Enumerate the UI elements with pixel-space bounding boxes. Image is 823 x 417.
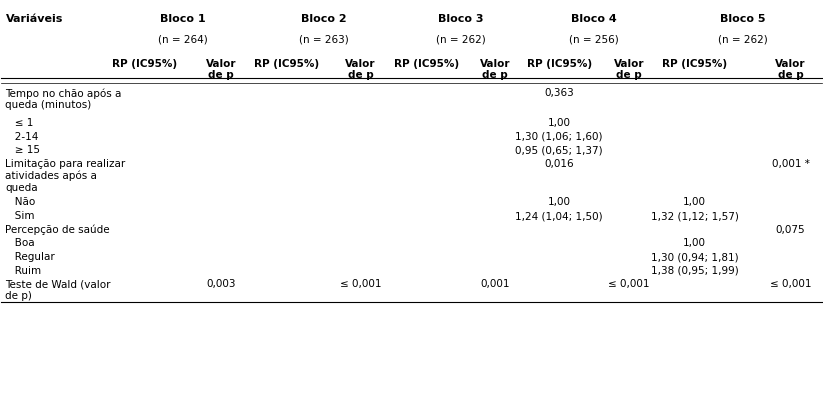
Text: RP (IC95%): RP (IC95%): [254, 58, 319, 68]
Text: 1,00: 1,00: [547, 118, 570, 128]
Text: (n = 264): (n = 264): [158, 35, 208, 45]
Text: (n = 262): (n = 262): [436, 35, 486, 45]
Text: Valor
de p: Valor de p: [775, 58, 806, 80]
Text: (n = 262): (n = 262): [718, 35, 767, 45]
Text: 1,30 (0,94; 1,81): 1,30 (0,94; 1,81): [651, 252, 738, 262]
Text: 0,001 *: 0,001 *: [771, 159, 809, 169]
Text: ≥ 15: ≥ 15: [6, 145, 40, 155]
Text: Ruim: Ruim: [6, 266, 42, 276]
Text: ≤ 1: ≤ 1: [6, 118, 34, 128]
Text: RP (IC95%): RP (IC95%): [662, 58, 727, 68]
Text: Não: Não: [6, 198, 35, 207]
Text: 0,95 (0,65; 1,37): 0,95 (0,65; 1,37): [515, 145, 603, 155]
Text: ≤ 0,001: ≤ 0,001: [340, 279, 381, 289]
Text: 1,24 (1,04; 1,50): 1,24 (1,04; 1,50): [515, 211, 603, 221]
Text: Boa: Boa: [6, 239, 35, 249]
Text: RP (IC95%): RP (IC95%): [393, 58, 459, 68]
Text: Valor
de p: Valor de p: [346, 58, 376, 80]
Text: 0,075: 0,075: [775, 225, 805, 235]
Text: Sim: Sim: [6, 211, 35, 221]
Text: 1,00: 1,00: [547, 198, 570, 207]
Text: Bloco 3: Bloco 3: [438, 14, 483, 24]
Text: Limitação para realizar
atividades após a
queda: Limitação para realizar atividades após …: [6, 159, 126, 193]
Text: 0,003: 0,003: [207, 279, 236, 289]
Text: Bloco 4: Bloco 4: [571, 14, 617, 24]
Text: Valor
de p: Valor de p: [480, 58, 510, 80]
Text: Bloco 1: Bloco 1: [160, 14, 206, 24]
Text: 1,00: 1,00: [683, 198, 706, 207]
Text: 0,001: 0,001: [481, 279, 510, 289]
Text: (n = 256): (n = 256): [570, 35, 619, 45]
Text: ≤ 0,001: ≤ 0,001: [770, 279, 811, 289]
Text: Regular: Regular: [6, 252, 55, 262]
Text: Teste de Wald (valor
de p): Teste de Wald (valor de p): [6, 279, 111, 301]
Text: Variáveis: Variáveis: [6, 14, 63, 24]
Text: 1,38 (0,95; 1,99): 1,38 (0,95; 1,99): [651, 266, 738, 276]
Text: Valor
de p: Valor de p: [206, 58, 236, 80]
Text: (n = 263): (n = 263): [299, 35, 349, 45]
Text: 2-14: 2-14: [6, 132, 39, 142]
Text: 1,32 (1,12; 1,57): 1,32 (1,12; 1,57): [650, 211, 738, 221]
Text: 1,00: 1,00: [683, 239, 706, 249]
Text: 0,016: 0,016: [544, 159, 574, 169]
Text: RP (IC95%): RP (IC95%): [113, 58, 178, 68]
Text: ≤ 0,001: ≤ 0,001: [608, 279, 649, 289]
Text: Bloco 2: Bloco 2: [301, 14, 346, 24]
Text: RP (IC95%): RP (IC95%): [527, 58, 592, 68]
Text: Valor
de p: Valor de p: [614, 58, 644, 80]
Text: 0,363: 0,363: [544, 88, 574, 98]
Text: 1,30 (1,06; 1,60): 1,30 (1,06; 1,60): [515, 132, 603, 142]
Text: Tempo no chão após a
queda (minutos): Tempo no chão após a queda (minutos): [6, 88, 122, 111]
Text: Bloco 5: Bloco 5: [719, 14, 765, 24]
Text: Percepção de saúde: Percepção de saúde: [6, 225, 110, 235]
